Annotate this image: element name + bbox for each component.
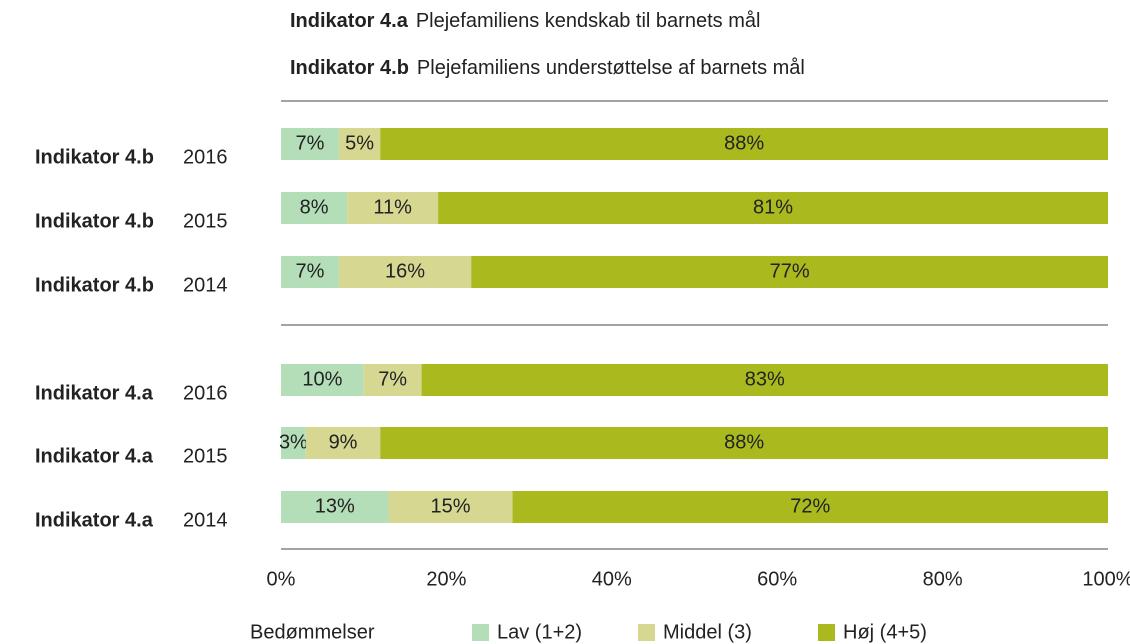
legend-label: Lav (1+2) — [497, 621, 582, 643]
bar-segment — [471, 256, 1109, 288]
legend-swatch — [638, 624, 655, 641]
bar-segment — [281, 256, 339, 288]
category-indicator: Indikator 4.a — [35, 445, 154, 467]
category-year: 2016 — [183, 382, 228, 404]
value-label: 7% — [295, 132, 324, 154]
indicator-header: Indikator 4.b Plejefamiliens understøttel… — [290, 57, 805, 79]
bar-segment — [380, 427, 1108, 459]
bar-segment — [305, 427, 381, 459]
bar-segment — [363, 364, 422, 396]
value-label: 10% — [302, 368, 342, 390]
bar-segment — [281, 427, 306, 459]
category-indicator: Indikator 4.a — [35, 509, 154, 531]
x-tick-label: 100% — [1082, 568, 1130, 590]
bar-segment — [388, 491, 513, 523]
value-label: 8% — [300, 196, 329, 218]
legend-swatch — [818, 624, 835, 641]
x-tick-label: 60% — [757, 568, 797, 590]
x-tick-label: 0% — [267, 568, 296, 590]
value-label: 7% — [295, 260, 324, 282]
category-year: 2016 — [183, 146, 228, 168]
value-label: 9% — [329, 431, 358, 453]
value-label: 81% — [753, 196, 793, 218]
category-year: 2014 — [183, 509, 228, 531]
category-indicator: Indikator 4.b — [35, 274, 154, 296]
x-tick-label: 80% — [923, 568, 963, 590]
category-indicator: Indikator 4.b — [35, 210, 154, 232]
value-label: 11% — [373, 196, 412, 218]
value-label: 88% — [724, 431, 764, 453]
legend-swatch — [472, 624, 489, 641]
category-year: 2015 — [183, 210, 228, 232]
bar-segment — [421, 364, 1109, 396]
category-year: 2014 — [183, 274, 228, 296]
legend-label: Middel (3) — [663, 621, 752, 643]
value-label: 5% — [345, 132, 374, 154]
value-label: 72% — [790, 495, 830, 517]
value-label: 16% — [385, 260, 425, 282]
indicator-header: Indikator 4.a Plejefamiliens kendskab til… — [290, 10, 760, 32]
indicator-description: Plejefamiliens understøttelse af barnets… — [417, 57, 805, 79]
value-label: 13% — [315, 495, 355, 517]
bar-segment — [281, 364, 364, 396]
bar-segment — [347, 192, 439, 224]
bar-segment — [338, 128, 381, 160]
value-label: 83% — [745, 368, 785, 390]
bar-segment — [338, 256, 472, 288]
value-label: 7% — [378, 368, 407, 390]
category-indicator: Indikator 4.b — [35, 146, 154, 168]
bar-segment — [438, 192, 1108, 224]
category-year: 2015 — [183, 445, 228, 467]
bar-segment — [281, 128, 339, 160]
indicator-description: Plejefamiliens kendskab til barnets mål — [416, 10, 761, 32]
indicator-name: Indikator 4.b — [290, 57, 409, 79]
legend-label: Høj (4+5) — [843, 621, 927, 643]
category-indicator: Indikator 4.a — [35, 382, 154, 404]
legend-title: Bedømmelser — [250, 621, 375, 643]
bar-segment — [380, 128, 1108, 160]
value-label: 15% — [431, 495, 471, 517]
value-label: 3% — [279, 431, 308, 453]
x-tick-label: 20% — [426, 568, 466, 590]
x-tick-label: 40% — [592, 568, 632, 590]
indicator-name: Indikator 4.a — [290, 10, 409, 32]
value-label: 88% — [724, 132, 764, 154]
value-label: 77% — [770, 260, 810, 282]
bar-segment — [281, 192, 348, 224]
bar-segment — [281, 491, 389, 523]
bar-segment — [512, 491, 1108, 523]
